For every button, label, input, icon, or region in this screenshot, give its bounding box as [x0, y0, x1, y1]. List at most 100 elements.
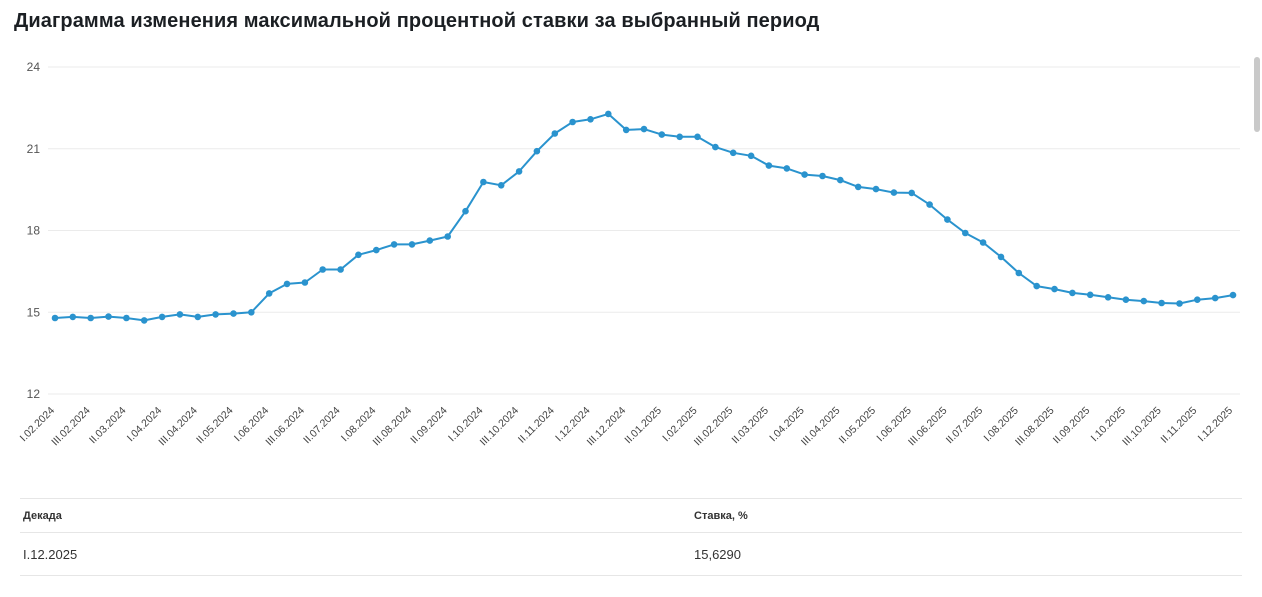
data-point[interactable]	[944, 216, 951, 223]
data-point[interactable]	[1086, 291, 1094, 299]
rate-table-header-row: Декада Ставка, %	[20, 499, 1242, 533]
x-tick-label: III.10.2025	[1120, 405, 1164, 449]
x-tick-label: II.05.2024	[194, 405, 236, 447]
data-point[interactable]	[962, 229, 969, 237]
data-point[interactable]	[587, 116, 594, 123]
data-point[interactable]	[337, 266, 344, 273]
data-point[interactable]	[355, 251, 362, 259]
data-point[interactable]	[1194, 296, 1201, 304]
x-tick-label: II.11.2024	[516, 405, 557, 446]
data-point[interactable]	[765, 162, 773, 169]
data-point[interactable]	[194, 313, 202, 321]
data-point[interactable]	[1122, 296, 1130, 304]
data-point[interactable]	[69, 313, 77, 321]
data-point[interactable]	[908, 189, 915, 197]
data-point[interactable]	[87, 314, 94, 322]
cell-decade: I.12.2025	[23, 546, 78, 562]
data-point[interactable]	[729, 149, 737, 157]
data-point[interactable]	[1069, 289, 1076, 297]
data-point[interactable]	[1176, 300, 1183, 307]
x-tick-label: III.02.2024	[49, 405, 93, 449]
x-tick-label: II.11.2025	[1158, 405, 1199, 446]
x-tick-label: I.12.2025	[1196, 405, 1236, 445]
data-point[interactable]	[515, 168, 523, 175]
data-point[interactable]	[569, 118, 576, 126]
data-point[interactable]	[1229, 291, 1237, 299]
data-point[interactable]	[1051, 285, 1058, 293]
data-point[interactable]	[480, 178, 487, 186]
data-point[interactable]	[551, 130, 559, 137]
data-point[interactable]	[854, 183, 862, 191]
data-point[interactable]	[926, 201, 933, 208]
data-point[interactable]	[426, 237, 434, 244]
data-point[interactable]	[230, 310, 237, 317]
data-point[interactable]	[319, 266, 327, 273]
data-point[interactable]	[1140, 297, 1148, 305]
x-tick-label: II.03.2024	[87, 405, 129, 447]
data-point[interactable]	[622, 126, 630, 134]
y-tick-label: 24	[27, 60, 41, 74]
x-tick-label: II.09.2025	[1051, 405, 1093, 447]
x-tick-label: II.07.2025	[944, 405, 986, 447]
data-point[interactable]	[1158, 299, 1165, 307]
data-point[interactable]	[212, 311, 219, 318]
data-point[interactable]	[105, 313, 112, 320]
data-point[interactable]	[890, 189, 898, 196]
x-tick-label: III.06.2024	[263, 405, 307, 449]
x-tick-label: II.05.2025	[837, 405, 879, 447]
data-point[interactable]	[140, 317, 148, 324]
data-point[interactable]	[837, 176, 844, 184]
x-tick-label: II.09.2024	[408, 405, 450, 447]
data-point[interactable]	[462, 207, 469, 215]
data-point[interactable]	[123, 314, 130, 322]
rate-line-chart[interactable]: 1215182124I.02.2024III.02.2024II.03.2024…	[0, 35, 1262, 480]
x-tick-label: III.04.2024	[156, 405, 200, 449]
data-point[interactable]	[979, 239, 987, 246]
y-tick-label: 15	[27, 305, 41, 319]
rate-table-data-row[interactable]: I.12.2025 15,6290	[20, 533, 1242, 576]
data-point[interactable]	[997, 253, 1005, 261]
y-tick-label: 12	[27, 387, 41, 401]
x-tick-label: III.10.2024	[478, 405, 522, 449]
data-point[interactable]	[176, 311, 184, 318]
data-point[interactable]	[1015, 269, 1023, 277]
data-point[interactable]	[248, 309, 255, 316]
x-tick-label: III.12.2024	[585, 405, 629, 449]
data-point[interactable]	[390, 241, 398, 248]
data-point[interactable]	[373, 246, 380, 254]
data-point[interactable]	[497, 182, 505, 189]
cell-rate: 15,6290	[694, 546, 741, 562]
data-point[interactable]	[301, 279, 309, 286]
data-point[interactable]	[533, 147, 541, 155]
data-point[interactable]	[783, 165, 791, 172]
x-tick-label: II.01.2025	[622, 405, 664, 447]
x-tick-label: II.07.2024	[301, 405, 343, 447]
x-tick-label: II.03.2025	[730, 405, 772, 447]
data-point[interactable]	[1211, 294, 1219, 302]
y-tick-label: 21	[27, 142, 41, 156]
data-point[interactable]	[872, 185, 880, 193]
column-header-rate: Ставка, %	[694, 509, 748, 522]
data-point[interactable]	[658, 131, 666, 138]
x-tick-label: III.02.2025	[692, 405, 736, 449]
data-point[interactable]	[801, 171, 808, 178]
data-point[interactable]	[640, 125, 648, 133]
data-point[interactable]	[51, 314, 59, 322]
data-point[interactable]	[712, 143, 719, 151]
data-point[interactable]	[676, 133, 683, 141]
x-tick-label: III.04.2025	[799, 405, 843, 449]
x-tick-label: III.08.2025	[1013, 405, 1057, 449]
data-point[interactable]	[605, 110, 612, 118]
data-point[interactable]	[283, 280, 291, 288]
data-point[interactable]	[1033, 282, 1040, 290]
vertical-scrollbar-thumb[interactable]	[1254, 57, 1260, 132]
data-point[interactable]	[158, 313, 166, 321]
data-point[interactable]	[408, 241, 416, 248]
data-point[interactable]	[265, 290, 273, 297]
data-point[interactable]	[1104, 294, 1112, 301]
data-point[interactable]	[747, 152, 755, 160]
data-point[interactable]	[694, 133, 701, 141]
page-title: Диаграмма изменения максимальной процент…	[14, 10, 820, 32]
data-point[interactable]	[444, 233, 452, 240]
data-point[interactable]	[819, 172, 826, 180]
